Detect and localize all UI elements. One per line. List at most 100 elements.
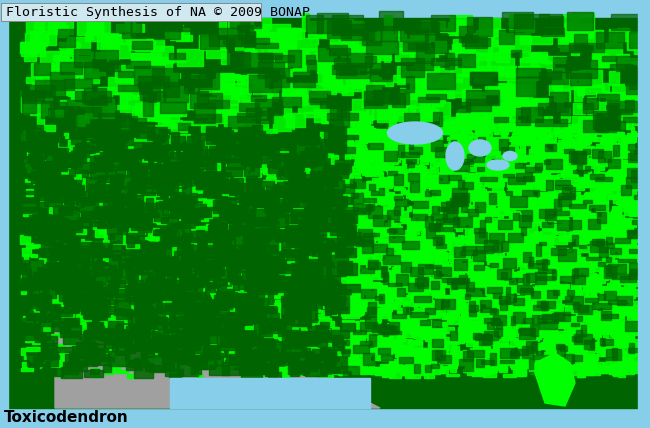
Bar xyxy=(436,244,441,249)
Bar xyxy=(535,363,549,367)
Bar xyxy=(111,271,120,287)
Bar xyxy=(86,206,97,214)
Bar xyxy=(462,265,469,271)
Bar xyxy=(188,370,199,373)
Bar xyxy=(264,247,269,253)
Bar xyxy=(461,318,477,326)
Bar xyxy=(157,286,165,292)
Bar xyxy=(394,286,408,291)
Bar xyxy=(370,144,380,152)
Bar xyxy=(596,313,609,320)
Bar xyxy=(518,274,528,281)
Bar xyxy=(387,149,397,152)
Bar xyxy=(298,312,311,326)
Bar xyxy=(259,327,267,333)
Bar xyxy=(237,76,246,85)
Bar xyxy=(352,288,363,297)
Bar xyxy=(283,241,289,247)
Bar xyxy=(533,305,547,310)
Bar xyxy=(584,160,590,167)
Bar xyxy=(606,184,615,190)
Bar xyxy=(101,43,130,58)
Bar xyxy=(266,196,280,205)
Bar xyxy=(76,152,86,158)
Bar xyxy=(155,317,166,329)
Bar xyxy=(20,207,38,213)
Bar xyxy=(354,272,367,276)
Bar xyxy=(306,370,320,375)
Bar xyxy=(615,272,619,279)
Bar xyxy=(128,311,148,326)
Bar xyxy=(257,170,261,177)
Bar xyxy=(562,343,575,347)
Bar xyxy=(581,128,589,131)
Bar xyxy=(286,225,302,237)
Bar xyxy=(215,232,232,240)
Bar xyxy=(616,54,629,59)
Bar xyxy=(514,166,517,168)
Bar xyxy=(601,311,611,320)
Bar xyxy=(530,234,534,242)
Bar xyxy=(383,324,387,336)
Bar xyxy=(171,247,183,255)
Bar xyxy=(244,32,255,47)
Bar xyxy=(53,55,60,61)
Bar xyxy=(370,217,374,225)
Bar xyxy=(423,219,437,227)
Bar xyxy=(265,266,272,271)
Bar xyxy=(487,287,496,296)
Bar xyxy=(277,28,300,31)
Bar xyxy=(418,202,434,206)
Bar xyxy=(500,147,514,154)
Bar xyxy=(49,303,62,309)
Bar xyxy=(351,226,366,236)
Bar xyxy=(136,259,148,274)
Bar xyxy=(116,309,133,319)
Bar xyxy=(482,160,490,169)
Bar xyxy=(231,231,239,238)
Bar xyxy=(76,81,87,88)
Bar xyxy=(409,147,423,154)
Bar xyxy=(518,122,533,131)
Bar xyxy=(532,214,540,223)
Bar xyxy=(368,129,378,132)
Bar xyxy=(179,154,195,166)
Bar xyxy=(136,281,141,283)
Bar xyxy=(601,189,606,196)
Bar xyxy=(201,348,213,355)
Bar xyxy=(55,272,73,281)
Bar xyxy=(226,355,231,360)
Bar xyxy=(434,199,443,209)
Bar xyxy=(537,262,552,269)
Bar xyxy=(411,214,426,220)
Bar xyxy=(596,205,605,211)
Bar xyxy=(142,191,153,193)
Bar xyxy=(590,174,599,178)
Bar xyxy=(525,306,529,312)
Bar xyxy=(514,280,521,284)
Bar xyxy=(422,128,426,132)
Bar xyxy=(396,176,405,180)
Bar xyxy=(577,278,589,285)
Bar xyxy=(444,294,454,299)
Bar xyxy=(399,248,403,255)
Bar xyxy=(561,334,565,344)
Bar xyxy=(138,219,151,232)
Bar xyxy=(291,210,309,223)
Bar xyxy=(487,320,491,324)
Bar xyxy=(414,265,421,274)
Bar xyxy=(354,74,369,87)
Bar xyxy=(543,270,549,276)
Bar xyxy=(333,213,341,215)
Bar xyxy=(499,35,510,52)
Bar xyxy=(41,238,50,251)
Bar xyxy=(296,331,317,335)
Bar xyxy=(538,192,549,196)
Bar xyxy=(562,200,577,205)
Bar xyxy=(541,367,554,373)
Bar xyxy=(338,369,347,375)
Bar xyxy=(213,238,235,251)
Bar xyxy=(150,213,157,222)
Bar xyxy=(215,230,231,245)
Bar xyxy=(454,271,464,273)
